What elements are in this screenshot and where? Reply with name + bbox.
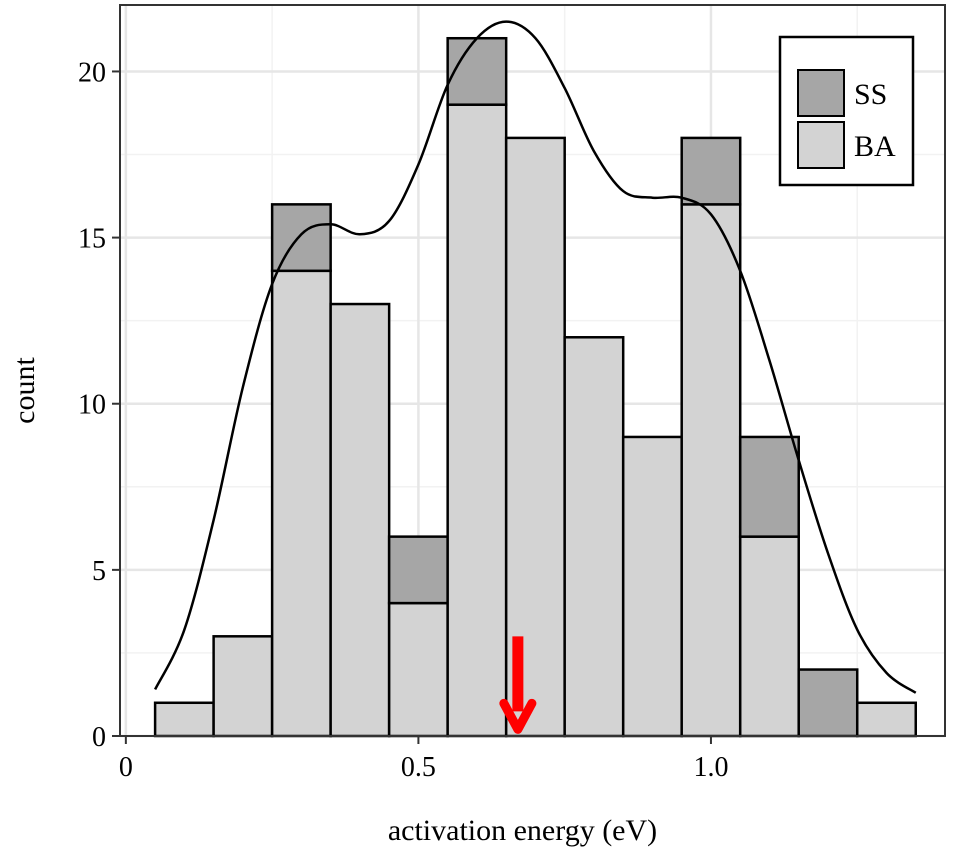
bar-ss-9 — [680, 136, 742, 206]
bar-ba-4 — [387, 601, 449, 738]
bar-ba-7 — [563, 336, 625, 738]
marker-arrow-head — [499, 698, 537, 734]
bar-ss-2 — [270, 203, 332, 273]
plot-panel-border — [119, 4, 946, 737]
legend: SS BA — [778, 35, 915, 187]
density-curve-group — [153, 20, 917, 694]
x-tick-label: 0 — [119, 752, 133, 783]
bar-ba-9 — [680, 203, 742, 738]
legend-key-ss — [797, 69, 845, 117]
legend-label-ba: BA — [854, 130, 896, 163]
legend-key-ba — [797, 121, 845, 169]
y-tick-label: 0 — [92, 722, 106, 753]
bar-ba-3 — [329, 302, 391, 738]
bar-ba-2 — [270, 269, 332, 738]
marker-group — [499, 636, 537, 734]
legend-label-ss: SS — [854, 78, 887, 111]
x-axis-title: activation energy (eV) — [388, 814, 657, 847]
axes-group: 0 0.5 1.0 0 5 10 15 20 — [78, 57, 728, 783]
bar-ba-8 — [621, 435, 683, 738]
bar-ba-10 — [738, 535, 800, 738]
x-tick-label: 1.0 — [693, 752, 728, 783]
bar-ss-5 — [446, 36, 508, 106]
y-tick-label: 10 — [78, 390, 106, 421]
x-tick-label: 0.5 — [401, 752, 436, 783]
y-axis-title: count — [8, 357, 41, 424]
bar-ss-10 — [738, 435, 800, 538]
y-tick-label: 20 — [78, 57, 106, 88]
bar-ss-4 — [387, 535, 449, 605]
bar-ba-12 — [855, 701, 917, 738]
bar-ba-0 — [153, 701, 215, 738]
y-tick-label: 15 — [78, 224, 106, 255]
bar-ss-11 — [797, 668, 859, 738]
density-curve — [153, 20, 917, 694]
bar-ba-5 — [446, 103, 508, 738]
histogram-bars — [153, 36, 917, 738]
bar-ba-1 — [212, 635, 274, 738]
y-tick-label: 5 — [92, 556, 106, 587]
